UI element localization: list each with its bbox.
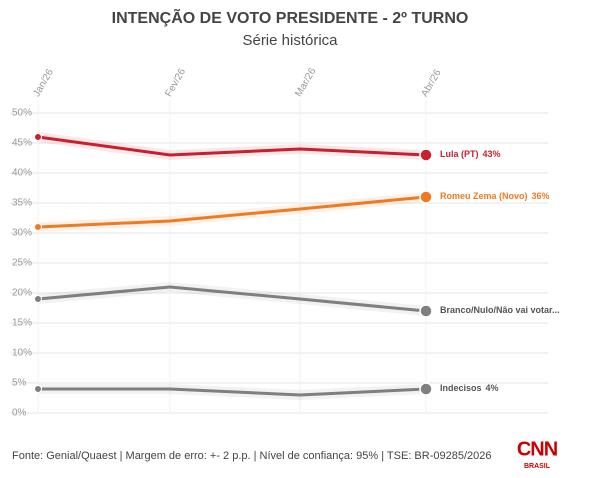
source: Fonte: Genial/Quaest | Margem de erro: +… (12, 450, 492, 462)
y-tick-label: 15% (12, 318, 32, 329)
end-label: Branco/Nulo/Não vai votar... (440, 305, 560, 315)
x-tick-label: Abr/26 (419, 67, 443, 98)
y-tick-label: 10% (12, 348, 32, 359)
x-tick-label: Jan/26 (31, 67, 56, 99)
x-tick-label: Fev/26 (163, 66, 188, 98)
end-marker (419, 304, 433, 318)
line-halo (37, 282, 427, 316)
y-tick-label: 5% (12, 378, 27, 389)
y-tick-label: 50% (12, 108, 32, 119)
series-name: Romeu Zema (Novo) (440, 191, 528, 201)
end-marker (419, 190, 433, 204)
start-marker (34, 295, 42, 303)
logo: CNN (517, 438, 558, 460)
y-tick-label: 40% (12, 168, 32, 179)
logo-sub: BRASIL (524, 463, 551, 470)
start-marker (34, 133, 42, 141)
line (38, 387, 427, 397)
y-tick-label: 35% (12, 198, 32, 209)
y-tick-label: 30% (12, 228, 32, 239)
y-tick-label: 25% (12, 258, 32, 269)
line (37, 135, 427, 157)
y-tick-label: 20% (12, 288, 32, 299)
x-tick-label: Mar/26 (293, 66, 318, 99)
end-label: Romeu Zema (Novo) 36% (440, 191, 550, 201)
y-tick-label: 45% (12, 138, 32, 149)
y-tick-label: 0% (12, 408, 27, 419)
line (37, 195, 427, 229)
end-marker (419, 382, 433, 396)
end-label: Lula (PT) 43% (440, 149, 501, 159)
chart-subtitle: Série histórica (242, 32, 338, 49)
chart-title: INTENÇÃO DE VOTO PRESIDENTE - 2º TURNO (112, 7, 469, 27)
line (37, 285, 427, 313)
series-name: Indecisos (440, 383, 482, 393)
value-label: 4% (486, 383, 499, 393)
end-label: Indecisos 4% (440, 383, 499, 393)
start-marker (34, 223, 42, 231)
series-name: Branco/Nulo/Não vai votar... (440, 305, 560, 315)
value-label: 43% (483, 149, 501, 159)
start-marker (34, 385, 42, 393)
value-label: 36% (532, 191, 550, 201)
series-name: Lula (PT) (440, 149, 479, 159)
end-marker (419, 148, 433, 162)
